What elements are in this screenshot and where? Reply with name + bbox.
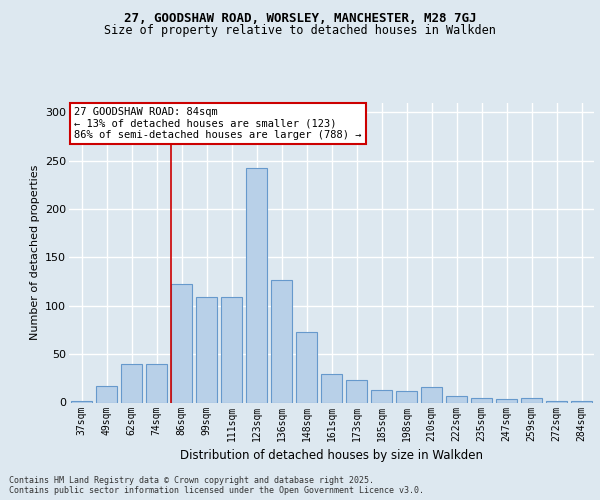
Bar [496,398,517,402]
Bar [296,332,317,402]
Text: Contains HM Land Registry data © Crown copyright and database right 2025.
Contai: Contains HM Land Registry data © Crown c… [9,476,424,495]
Bar [121,364,142,403]
Bar [221,297,242,403]
Text: Size of property relative to detached houses in Walkden: Size of property relative to detached ho… [104,24,496,37]
X-axis label: Distribution of detached houses by size in Walkden: Distribution of detached houses by size … [180,449,483,462]
Bar [196,297,217,403]
Text: 27, GOODSHAW ROAD, WORSLEY, MANCHESTER, M28 7GJ: 27, GOODSHAW ROAD, WORSLEY, MANCHESTER, … [124,12,476,26]
Bar [246,168,267,402]
Bar [421,387,442,402]
Bar [396,391,417,402]
Bar [346,380,367,402]
Bar [321,374,342,402]
Bar [171,284,192,403]
Bar [471,398,492,402]
Bar [546,400,567,402]
Bar [71,400,92,402]
Bar [146,364,167,403]
Text: 27 GOODSHAW ROAD: 84sqm
← 13% of detached houses are smaller (123)
86% of semi-d: 27 GOODSHAW ROAD: 84sqm ← 13% of detache… [74,107,362,140]
Bar [521,398,542,402]
Bar [446,396,467,402]
Bar [571,400,592,402]
Bar [96,386,117,402]
Bar [271,280,292,402]
Bar [371,390,392,402]
Y-axis label: Number of detached properties: Number of detached properties [29,165,40,340]
